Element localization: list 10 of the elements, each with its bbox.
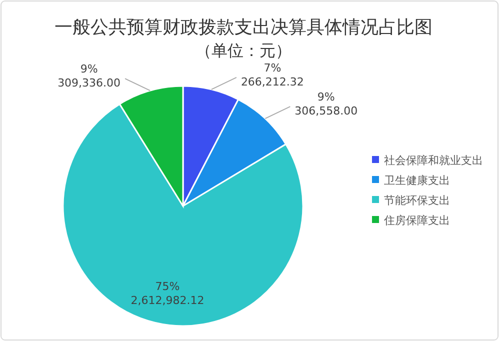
legend-label: 社会保障和就业支出 bbox=[384, 154, 483, 167]
legend-label: 住房保障支出 bbox=[384, 214, 450, 227]
chart-subtitle: （单位：元） bbox=[196, 41, 292, 60]
data-label: 9% 309,336.00 bbox=[58, 62, 121, 90]
chart-title: 一般公共预算财政拨款支出决算具体情况占比图 bbox=[54, 17, 432, 38]
legend-label: 节能环保支出 bbox=[384, 194, 450, 207]
legend-label: 卫生健康支出 bbox=[384, 174, 450, 187]
data-label: 9% 306,558.00 bbox=[294, 90, 358, 118]
data-label: 7% 266,212.32 bbox=[240, 61, 304, 88]
data-label: 75% 2,612,982.12 bbox=[130, 280, 204, 308]
